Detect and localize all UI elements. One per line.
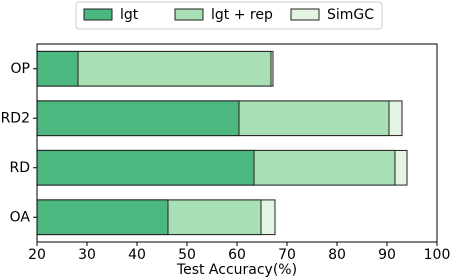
legend-swatch	[83, 8, 113, 21]
legend-label: SimGC	[327, 7, 374, 23]
y-tick-label: OA	[10, 209, 31, 225]
x-tick-label: 20	[28, 247, 46, 263]
legend-label: lgt + rep	[211, 7, 273, 23]
x-tick-label: 60	[228, 247, 246, 263]
y-tick-label: RD	[9, 160, 30, 176]
bar	[36, 100, 240, 137]
legend: lgt lgt + rep SimGC	[75, 1, 383, 30]
bar	[36, 199, 169, 236]
y-tick-label: OP	[11, 61, 30, 77]
x-tick-label: 90	[378, 247, 396, 263]
x-tick-label: 70	[278, 247, 296, 263]
x-tick-label: 80	[328, 247, 346, 263]
y-tick-label: RD2	[1, 110, 30, 126]
x-tick-label: 100	[424, 247, 451, 263]
x-tick-label: 50	[178, 247, 196, 263]
x-tick-label: 40	[128, 247, 146, 263]
x-tick-label: 30	[78, 247, 96, 263]
x-axis-label: Test Accuracy(%)	[176, 262, 297, 278]
bar	[36, 149, 255, 186]
legend-label: lgt	[120, 7, 139, 23]
bar	[36, 50, 79, 87]
legend-swatch	[290, 8, 320, 21]
legend-swatch	[174, 8, 204, 21]
